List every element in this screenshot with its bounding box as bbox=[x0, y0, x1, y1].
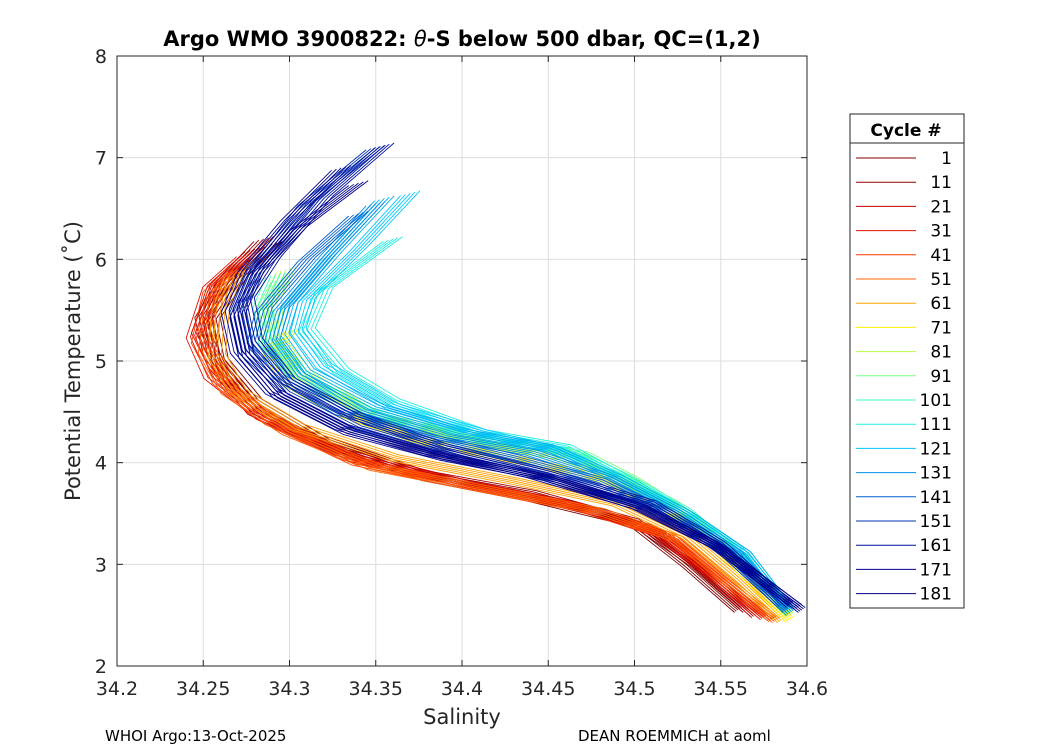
series-line-61 bbox=[208, 276, 779, 624]
series-line-122 bbox=[284, 196, 792, 610]
series-line-51 bbox=[206, 269, 777, 621]
series-line-41 bbox=[203, 262, 775, 619]
x-tick-label: 34.45 bbox=[521, 678, 575, 700]
legend-label-11: 11 bbox=[930, 173, 952, 193]
ticks: 34.2 34.25 34.3 34.35 34.4 34.45 34.5 34.55 34.6… bbox=[95, 46, 828, 700]
series-line-181 bbox=[237, 182, 803, 611]
legend-box bbox=[849, 113, 965, 609]
series-line-31 bbox=[202, 251, 768, 616]
series-line-181 bbox=[241, 181, 804, 610]
footer-left: WHOI Argo:13-Oct-2025 bbox=[105, 727, 286, 745]
series-line-171 bbox=[228, 167, 799, 608]
series-line-51 bbox=[214, 266, 780, 619]
series-line-161 bbox=[245, 145, 791, 606]
series-line-61 bbox=[212, 275, 780, 622]
series-line-21 bbox=[195, 250, 754, 617]
series-line-171 bbox=[224, 168, 797, 609]
series-line-41 bbox=[195, 265, 772, 621]
legend-label-41: 41 bbox=[930, 246, 952, 266]
series-line-51 bbox=[197, 271, 773, 624]
series-line-131 bbox=[279, 200, 794, 611]
legend-label-21: 21 bbox=[930, 197, 952, 217]
series-line-161 bbox=[241, 146, 789, 607]
x-tick-label: 34.6 bbox=[786, 678, 828, 700]
y-axis-label: Potential Temperature (˚C) bbox=[61, 221, 85, 501]
y-tick-label: 4 bbox=[95, 453, 107, 475]
series-line-41 bbox=[199, 264, 773, 620]
y-tick-label: 3 bbox=[95, 554, 107, 576]
legend-label-31: 31 bbox=[930, 222, 952, 242]
y-tick-label: 5 bbox=[95, 351, 107, 373]
series-lines bbox=[185, 142, 806, 624]
series-line-171 bbox=[236, 165, 802, 605]
series-line-51 bbox=[202, 270, 775, 622]
legend-label-71: 71 bbox=[930, 318, 952, 338]
legend-label-161: 161 bbox=[920, 536, 952, 556]
y-tick-label: 2 bbox=[95, 656, 107, 678]
legend-label-131: 131 bbox=[920, 464, 952, 484]
y-tick-label: 7 bbox=[95, 148, 107, 170]
series-line-131 bbox=[275, 201, 792, 613]
series-line-181 bbox=[233, 183, 801, 612]
series-line-122 bbox=[288, 195, 794, 608]
legend-label-51: 51 bbox=[930, 270, 952, 290]
series-line-181 bbox=[229, 185, 799, 613]
x-tick-label: 34.4 bbox=[441, 678, 483, 700]
legend-label-61: 61 bbox=[930, 294, 952, 314]
series-line-141 bbox=[262, 210, 790, 608]
x-tick-label: 34.5 bbox=[613, 678, 655, 700]
legend-label-111: 111 bbox=[920, 415, 952, 435]
legend-label-81: 81 bbox=[930, 343, 952, 363]
x-tick-label: 34.35 bbox=[349, 678, 403, 700]
footer-right: DEAN ROEMMICH at aoml bbox=[578, 727, 771, 745]
legend-label-151: 151 bbox=[920, 512, 952, 532]
y-tick-label: 6 bbox=[95, 249, 107, 271]
series-line-171 bbox=[232, 166, 801, 607]
legend-label-121: 121 bbox=[920, 439, 952, 459]
series-line-61 bbox=[216, 274, 782, 621]
series-line-51 bbox=[210, 268, 778, 620]
series-line-61 bbox=[220, 273, 784, 620]
y-tick-label: 8 bbox=[95, 46, 107, 68]
legend-label-91: 91 bbox=[930, 367, 952, 387]
legend-title: Cycle # bbox=[870, 121, 941, 141]
x-axis-label: Salinity bbox=[423, 705, 501, 729]
series-line-21 bbox=[190, 251, 753, 618]
series-line-161 bbox=[249, 143, 792, 605]
series-line-141 bbox=[254, 213, 787, 611]
x-tick-label: 34.2 bbox=[96, 678, 138, 700]
legend: Cycle # 11121314151617181911011111211311… bbox=[849, 113, 965, 609]
series-line-41 bbox=[190, 266, 770, 623]
series-line-181 bbox=[245, 180, 806, 608]
series-line-31 bbox=[198, 252, 766, 617]
legend-label-101: 101 bbox=[920, 391, 952, 411]
series-line-41 bbox=[207, 261, 777, 618]
x-tick-label: 34.55 bbox=[694, 678, 748, 700]
series-line-161 bbox=[253, 142, 794, 603]
legend-label-141: 141 bbox=[920, 488, 952, 508]
chart-title: Argo WMO 3900822: θ-S below 500 dbar, QC… bbox=[163, 27, 760, 51]
series-line-171 bbox=[220, 169, 796, 610]
legend-label-171: 171 bbox=[920, 560, 952, 580]
legend-label-1: 1 bbox=[941, 149, 952, 169]
x-tick-label: 34.3 bbox=[268, 678, 310, 700]
x-tick-label: 34.25 bbox=[176, 678, 230, 700]
legend-label-181: 181 bbox=[920, 585, 952, 605]
series-line-141 bbox=[258, 212, 789, 610]
